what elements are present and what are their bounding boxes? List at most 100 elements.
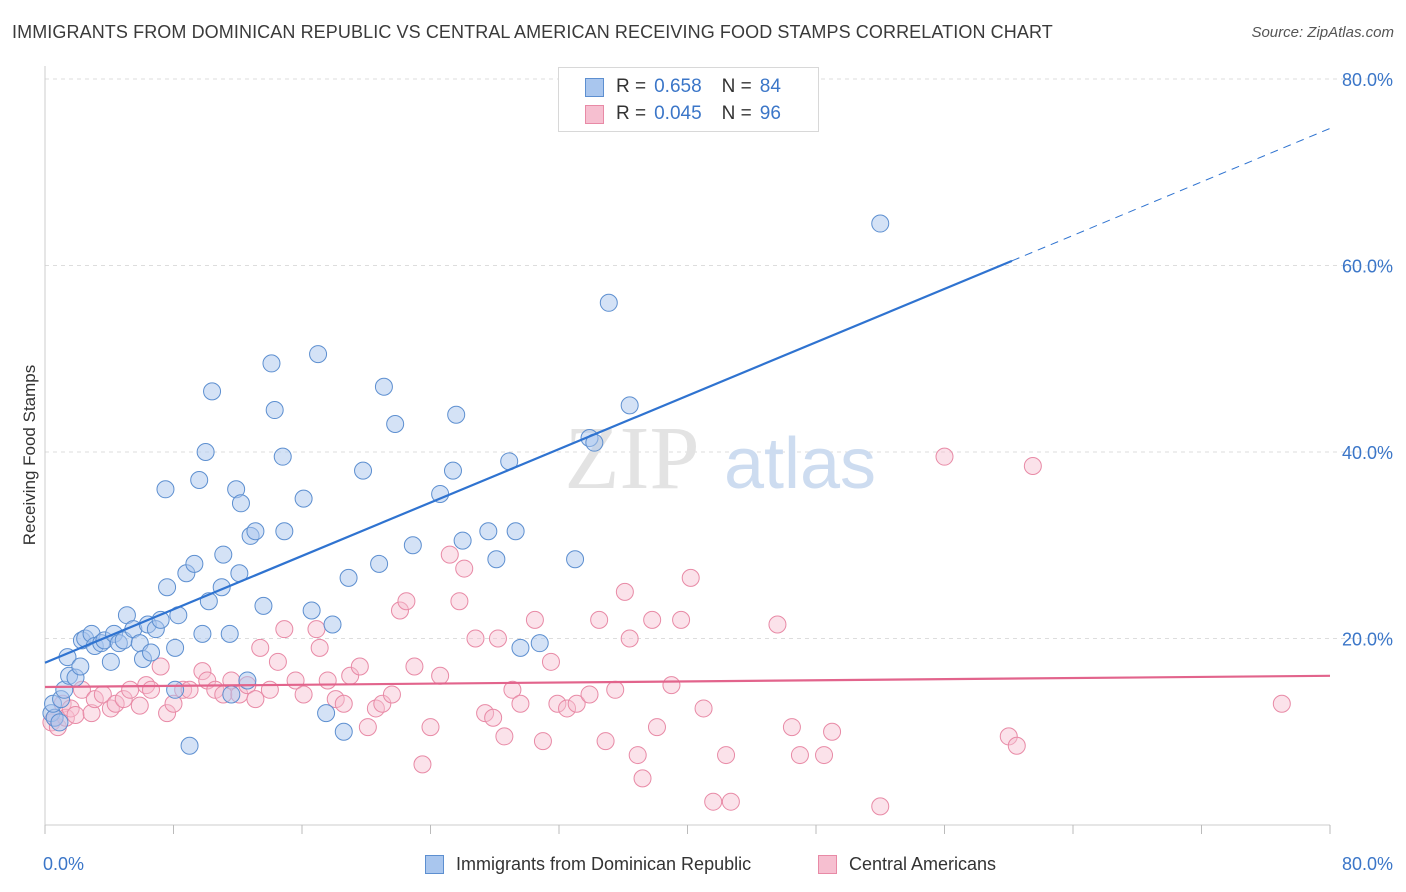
data-point-central-americans bbox=[142, 680, 161, 699]
data-point-dominican bbox=[511, 638, 530, 657]
legend-swatch-blue bbox=[585, 77, 604, 97]
data-point-dominican bbox=[599, 293, 618, 312]
data-point-central-americans bbox=[373, 694, 392, 713]
y-tick-label: 80.0% bbox=[1342, 70, 1393, 90]
bottom-legend-dominican: Immigrants from Dominican Republic bbox=[425, 852, 751, 876]
data-point-central-americans bbox=[681, 568, 700, 587]
data-point-central-americans bbox=[82, 704, 101, 723]
data-point-dominican bbox=[447, 405, 466, 424]
data-point-central-americans bbox=[193, 662, 212, 681]
data-point-dominican bbox=[222, 685, 241, 704]
data-point-central-americans bbox=[567, 694, 586, 713]
data-point-central-americans bbox=[130, 696, 149, 715]
data-point-dominican bbox=[238, 671, 257, 690]
data-point-central-americans bbox=[431, 666, 450, 685]
data-point-dominican bbox=[354, 461, 373, 480]
data-point-central-americans bbox=[533, 732, 552, 751]
data-point-central-americans bbox=[721, 792, 740, 811]
source-credit: Source: ZipAtlas.com bbox=[1251, 24, 1394, 41]
data-point-dominican bbox=[871, 214, 890, 233]
bottom-legend-swatch-pink bbox=[818, 854, 837, 874]
data-point-dominican bbox=[101, 652, 120, 671]
data-point-dominican bbox=[220, 624, 239, 643]
data-point-dominican bbox=[142, 643, 161, 662]
data-point-central-americans bbox=[694, 699, 713, 718]
data-point-central-americans bbox=[704, 792, 723, 811]
data-point-central-americans bbox=[541, 652, 560, 671]
data-point-dominican bbox=[262, 354, 281, 373]
data-point-central-americans bbox=[643, 610, 662, 629]
data-point-central-americans bbox=[525, 610, 544, 629]
bottom-legend-swatch-blue bbox=[425, 854, 444, 874]
data-point-dominican bbox=[246, 522, 265, 541]
legend-row-central-americans: R = 0.045 N = 96 bbox=[585, 102, 781, 126]
data-point-central-americans bbox=[268, 652, 287, 671]
data-point-dominican bbox=[190, 470, 209, 489]
data-point-central-americans bbox=[366, 699, 385, 718]
data-point-central-americans bbox=[815, 746, 834, 765]
data-point-central-americans bbox=[440, 545, 459, 564]
data-point-dominican bbox=[185, 554, 204, 573]
watermark-atlas: atlas bbox=[724, 424, 876, 504]
x-tick-label-max: 80.0% bbox=[1342, 854, 1393, 874]
legend-r-label: R = bbox=[616, 103, 647, 124]
data-point-dominican bbox=[506, 522, 525, 541]
y-tick-label: 60.0% bbox=[1342, 257, 1393, 277]
legend-r-value-dominican: 0.658 bbox=[654, 76, 702, 97]
data-point-central-americans bbox=[151, 657, 170, 676]
trend-line-dominican bbox=[44, 259, 1013, 664]
data-point-central-americans bbox=[488, 629, 507, 648]
data-point-dominican bbox=[453, 531, 472, 550]
data-point-dominican bbox=[309, 345, 328, 364]
data-point-central-americans bbox=[334, 694, 353, 713]
data-point-dominican bbox=[487, 550, 506, 569]
data-point-dominican bbox=[334, 722, 353, 741]
data-point-central-americans bbox=[672, 610, 691, 629]
data-point-central-americans bbox=[413, 755, 432, 774]
legend-swatch-pink bbox=[585, 104, 604, 124]
data-point-central-americans bbox=[768, 615, 787, 634]
data-point-central-americans bbox=[246, 690, 265, 709]
gridlines bbox=[45, 78, 1392, 639]
x-tick-label-min: 0.0% bbox=[43, 854, 84, 874]
data-point-central-americans bbox=[275, 620, 294, 639]
trend-line-dominican-extension bbox=[1011, 127, 1331, 262]
data-point-central-americans bbox=[590, 610, 609, 629]
data-point-central-americans bbox=[318, 671, 337, 690]
data-point-central-americans bbox=[294, 685, 313, 704]
data-point-central-americans bbox=[358, 718, 377, 737]
data-point-central-americans bbox=[511, 694, 530, 713]
data-point-central-americans bbox=[580, 685, 599, 704]
data-point-dominican bbox=[479, 522, 498, 541]
data-point-central-americans bbox=[307, 620, 326, 639]
data-point-central-americans bbox=[450, 592, 469, 611]
data-point-dominican bbox=[265, 401, 284, 420]
data-point-dominican bbox=[166, 680, 185, 699]
data-point-dominican bbox=[566, 550, 585, 569]
data-point-dominican bbox=[214, 545, 233, 564]
chart-title: IMMIGRANTS FROM DOMINICAN REPUBLIC VS CE… bbox=[12, 22, 1053, 42]
data-point-central-americans bbox=[397, 592, 416, 611]
bottom-legend-label-dominican: Immigrants from Dominican Republic bbox=[456, 853, 752, 874]
data-point-dominican bbox=[273, 447, 292, 466]
legend-n-label: N = bbox=[721, 76, 752, 97]
data-point-dominican bbox=[50, 713, 69, 732]
legend-r-label: R = bbox=[616, 76, 647, 97]
data-point-dominican bbox=[193, 624, 212, 643]
bottom-legend-central-americans: Central Americans bbox=[818, 852, 996, 876]
data-point-central-americans bbox=[1272, 694, 1291, 713]
data-point-central-americans bbox=[121, 680, 140, 699]
data-point-dominican bbox=[386, 415, 405, 434]
axes bbox=[44, 66, 1331, 834]
data-point-central-americans bbox=[158, 704, 177, 723]
data-point-dominican bbox=[374, 377, 393, 396]
data-point-dominican bbox=[620, 396, 639, 415]
legend-row-dominican: R = 0.658 N = 84 bbox=[585, 75, 781, 99]
legend-r-value-central-americans: 0.045 bbox=[654, 103, 702, 124]
data-point-central-americans bbox=[455, 559, 474, 578]
data-point-dominican bbox=[275, 522, 294, 541]
data-point-dominican bbox=[323, 615, 342, 634]
data-point-central-americans bbox=[66, 705, 85, 724]
data-point-central-americans bbox=[114, 690, 133, 709]
